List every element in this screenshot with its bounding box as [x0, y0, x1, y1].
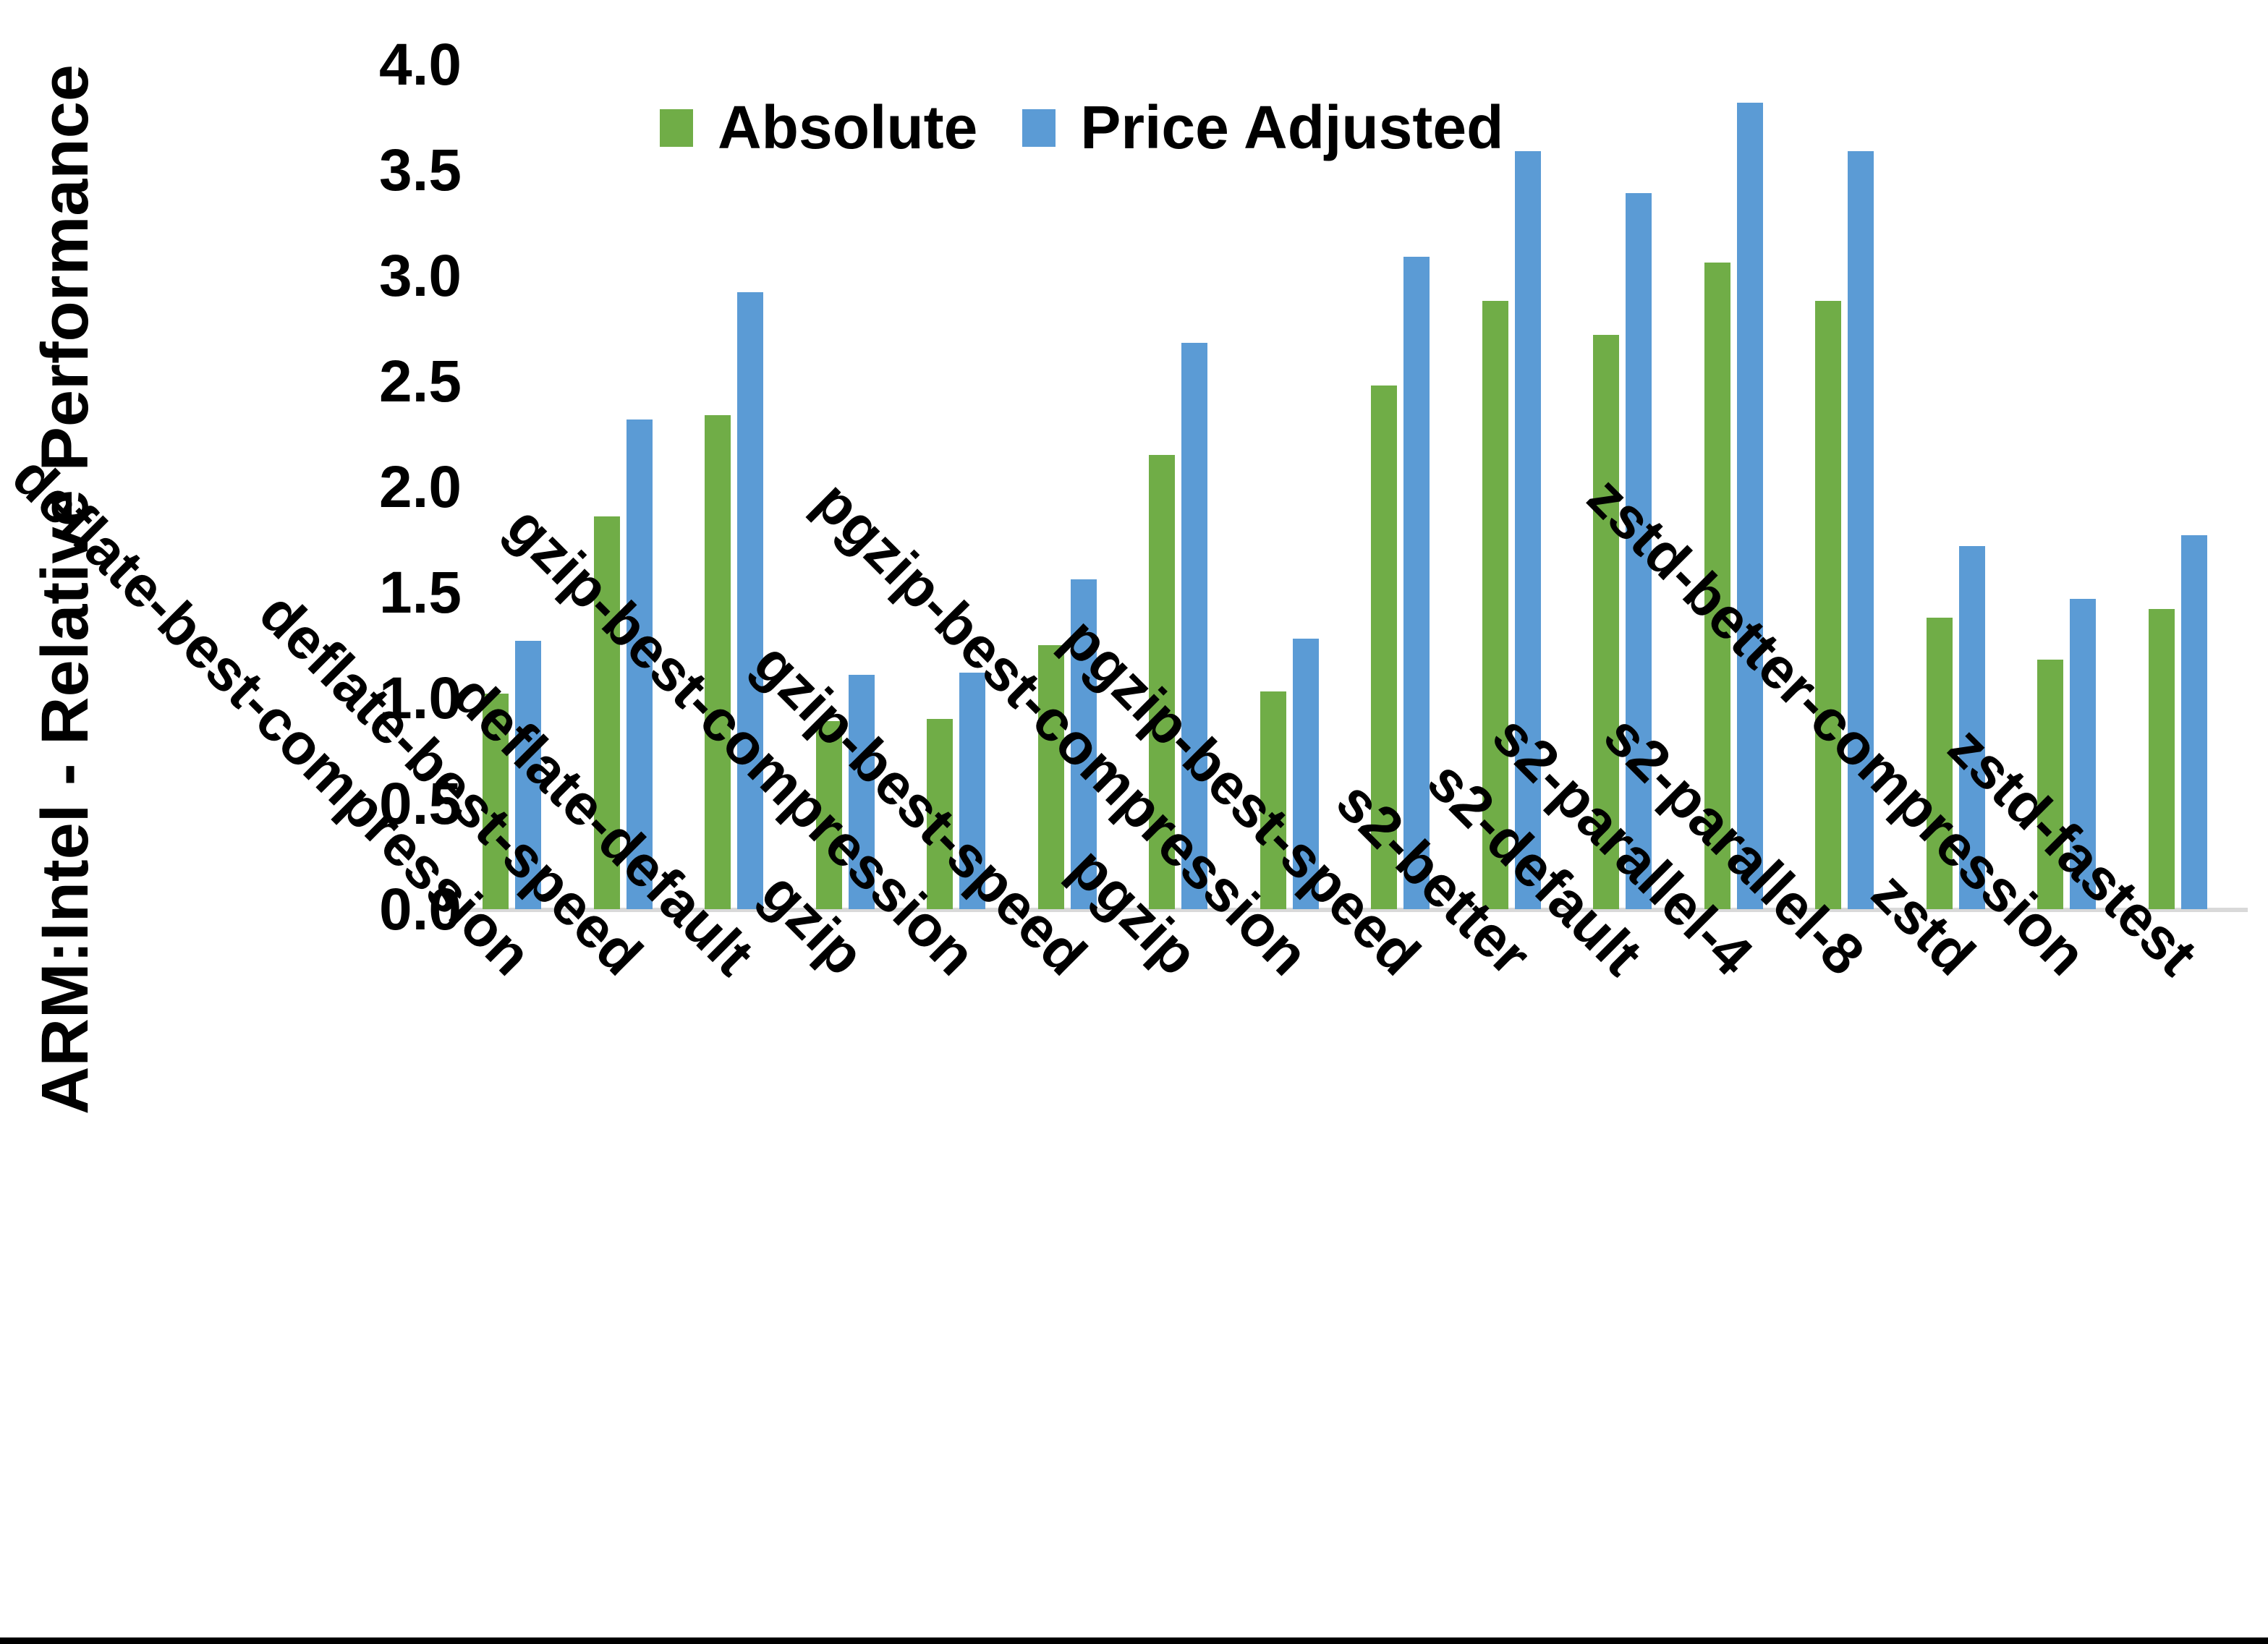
bar-pgzip-best-compression-absolute: [1260, 691, 1286, 909]
bar-gzip-best-speed-absolute: [1038, 645, 1064, 909]
bar-gzip-best-compression-absolute: [927, 719, 953, 909]
bar-s2-default-price-adjusted: [1626, 193, 1652, 909]
y-tick-label: 3.5: [379, 137, 462, 203]
bar-pgzip-best-speed-absolute: [1371, 386, 1397, 909]
bar-deflate-default-absolute: [705, 415, 731, 909]
legend-swatch-absolute: [660, 108, 693, 147]
bar-s2-parallel-4-price-adjusted: [1737, 103, 1763, 909]
bar-gzip-best-compression-price-adjusted: [959, 673, 985, 909]
bar-s2-better-price-adjusted: [1515, 151, 1541, 909]
bar-zstd-price-adjusted: [1959, 546, 1985, 909]
bar-s2-default-absolute: [1593, 335, 1619, 909]
bar-zstd-fastest-absolute: [2149, 609, 2175, 909]
bar-deflate-best-speed-price-adjusted: [627, 419, 653, 909]
bar-deflate-best-compression-absolute: [483, 694, 509, 909]
bar-pgzip-best-compression-price-adjusted: [1293, 639, 1319, 909]
y-tick-label: 1.5: [379, 560, 462, 626]
bar-s2-parallel-4-absolute: [1704, 263, 1730, 909]
bar-pgzip-best-speed-price-adjusted: [1403, 257, 1430, 909]
bar-pgzip-absolute: [1149, 455, 1175, 909]
legend: Absolute Price Adjusted: [660, 93, 1503, 163]
legend-label-price-adjusted: Price Adjusted: [1080, 93, 1504, 161]
legend-item-price-adjusted: Price Adjusted: [1022, 93, 1503, 163]
x-axis-line: [467, 908, 2248, 912]
bar-gzip-absolute: [816, 721, 842, 909]
y-tick-label: 3.0: [379, 243, 462, 309]
legend-swatch-price-adjusted: [1022, 108, 1056, 147]
bar-gzip-best-speed-price-adjusted: [1071, 579, 1097, 909]
y-tick-label: 0.5: [379, 771, 462, 837]
bar-deflate-default-price-adjusted: [737, 292, 763, 909]
y-tick-label: 2.5: [379, 349, 462, 414]
y-tick-label: 1.0: [379, 665, 462, 731]
bar-zstd-fastest-price-adjusted: [2181, 535, 2207, 909]
bar-zstd-absolute: [1927, 618, 1953, 909]
bottom-border: [0, 1637, 2268, 1644]
legend-item-absolute: Absolute: [660, 93, 977, 163]
bar-deflate-best-compression-price-adjusted: [515, 641, 541, 909]
y-tick-label: 2.0: [379, 454, 462, 520]
bar-s2-parallel-8-price-adjusted: [1848, 151, 1874, 909]
bar-gzip-price-adjusted: [849, 675, 875, 909]
bar-zstd-better-compression-price-adjusted: [2070, 599, 2096, 909]
legend-label-absolute: Absolute: [718, 93, 978, 161]
y-tick-label: 4.0: [379, 32, 462, 98]
bar-s2-better-absolute: [1482, 301, 1508, 909]
bar-pgzip-price-adjusted: [1181, 343, 1207, 909]
bar-deflate-best-speed-absolute: [594, 516, 620, 909]
bar-zstd-better-compression-absolute: [2037, 660, 2063, 909]
bar-s2-parallel-8-absolute: [1815, 301, 1841, 909]
y-tick-label: 0.0: [379, 877, 462, 942]
